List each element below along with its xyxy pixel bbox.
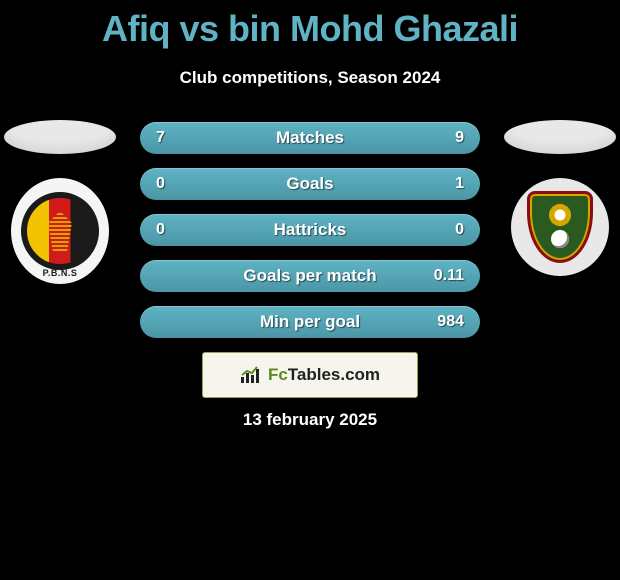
stat-row-matches: 7 Matches 9 [140, 122, 480, 154]
stat-row-min-per-goal: Min per goal 984 [140, 306, 480, 338]
stat-right-value: 0 [455, 221, 464, 239]
wheat-icon [48, 211, 72, 251]
green-shield-badge [511, 178, 609, 276]
stat-right-value: 1 [455, 175, 464, 193]
fctables-link[interactable]: FcTables.com [202, 352, 418, 398]
brand-suffix: Tables.com [288, 365, 380, 384]
badge-left-text: P.B.N.S [11, 268, 109, 278]
stat-label: Matches [140, 128, 480, 148]
bar-chart-icon [240, 365, 262, 385]
player-photo-placeholder-left [4, 120, 116, 154]
stat-label: Min per goal [140, 312, 480, 332]
brand-prefix: Fc [268, 365, 288, 384]
brand-text: FcTables.com [268, 365, 380, 385]
stat-row-goals-per-match: Goals per match 0.11 [140, 260, 480, 292]
page-title: Afiq vs bin Mohd Ghazali [0, 0, 620, 50]
shield-icon [527, 191, 593, 263]
stat-right-value: 0.11 [434, 267, 464, 285]
footer-date: 13 february 2025 [0, 410, 620, 430]
stat-left-value: 0 [156, 221, 165, 239]
pbns-badge: P.B.N.S [11, 178, 109, 284]
page-subtitle: Club competitions, Season 2024 [0, 68, 620, 88]
right-player-column [500, 100, 620, 276]
stat-right-value: 9 [455, 129, 464, 147]
stat-left-value: 7 [156, 129, 165, 147]
stat-label: Goals [140, 174, 480, 194]
left-player-column: P.B.N.S [0, 100, 120, 284]
badge-left-inner [21, 192, 99, 270]
ball-icon [551, 230, 569, 248]
stat-label: Goals per match [140, 266, 480, 286]
stat-row-goals: 0 Goals 1 [140, 168, 480, 200]
stats-table: 7 Matches 9 0 Goals 1 0 Hattricks 0 Goal… [140, 122, 480, 352]
stat-right-value: 984 [437, 313, 464, 331]
stat-left-value: 0 [156, 175, 165, 193]
stat-row-hattricks: 0 Hattricks 0 [140, 214, 480, 246]
player-photo-placeholder-right [504, 120, 616, 154]
stat-label: Hattricks [140, 220, 480, 240]
sun-icon [547, 202, 573, 228]
